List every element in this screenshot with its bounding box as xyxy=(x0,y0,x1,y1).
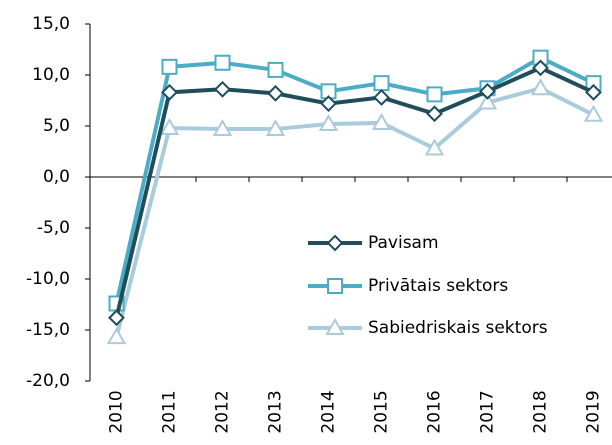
data-point xyxy=(214,54,231,71)
x-tick-label: 2014 xyxy=(319,390,339,433)
y-tick-label: -15,0 xyxy=(26,320,70,340)
data-point xyxy=(212,119,233,137)
data-point xyxy=(108,309,125,327)
data-point xyxy=(373,75,390,92)
x-tick-label: 2011 xyxy=(160,390,180,433)
data-point xyxy=(267,84,284,102)
y-tick-label: -10,0 xyxy=(26,269,70,289)
data-point xyxy=(530,78,551,96)
data-point xyxy=(320,95,337,112)
y-tick-label: -5,0 xyxy=(37,218,70,238)
legend-marker xyxy=(327,278,343,294)
data-point xyxy=(214,80,231,98)
x-tick-label: 2019 xyxy=(584,390,604,433)
data-point xyxy=(583,104,604,122)
data-point xyxy=(373,89,390,106)
data-point xyxy=(479,82,496,100)
legend-label: Privātais sektors xyxy=(368,276,508,296)
data-point xyxy=(424,138,445,156)
series-line xyxy=(114,65,595,319)
legend-marker xyxy=(326,234,344,252)
data-point xyxy=(426,105,443,123)
data-point xyxy=(371,112,392,130)
x-tick-label: 2018 xyxy=(531,390,551,433)
x-tick-label: 2010 xyxy=(107,390,127,433)
data-point xyxy=(318,113,339,131)
data-point xyxy=(267,61,284,78)
data-point xyxy=(532,59,549,77)
x-tick-label: 2016 xyxy=(425,390,445,433)
y-tick-label: 0,0 xyxy=(43,167,70,187)
legend-label: Pavisam xyxy=(368,233,439,253)
y-tick-label: 5,0 xyxy=(43,116,70,136)
x-tick-label: 2017 xyxy=(478,390,498,433)
x-tick-label: 2013 xyxy=(266,390,286,433)
x-tick-label: 2012 xyxy=(213,390,233,433)
data-point xyxy=(161,58,178,75)
series-line xyxy=(114,86,595,338)
data-point xyxy=(426,86,443,103)
data-point xyxy=(159,118,180,136)
series-line xyxy=(114,55,595,304)
legend-marker xyxy=(325,317,345,335)
data-point xyxy=(161,83,178,101)
y-tick-label: 15,0 xyxy=(32,14,70,34)
y-tick-label: 10,0 xyxy=(32,65,70,85)
data-point xyxy=(106,327,127,345)
x-tick-label: 2015 xyxy=(372,390,392,433)
legend-label: Sabiedriskais sektors xyxy=(368,318,548,338)
data-point xyxy=(477,92,498,110)
data-point xyxy=(265,119,286,137)
y-tick-label: -20,0 xyxy=(26,371,70,391)
data-point xyxy=(585,83,602,101)
